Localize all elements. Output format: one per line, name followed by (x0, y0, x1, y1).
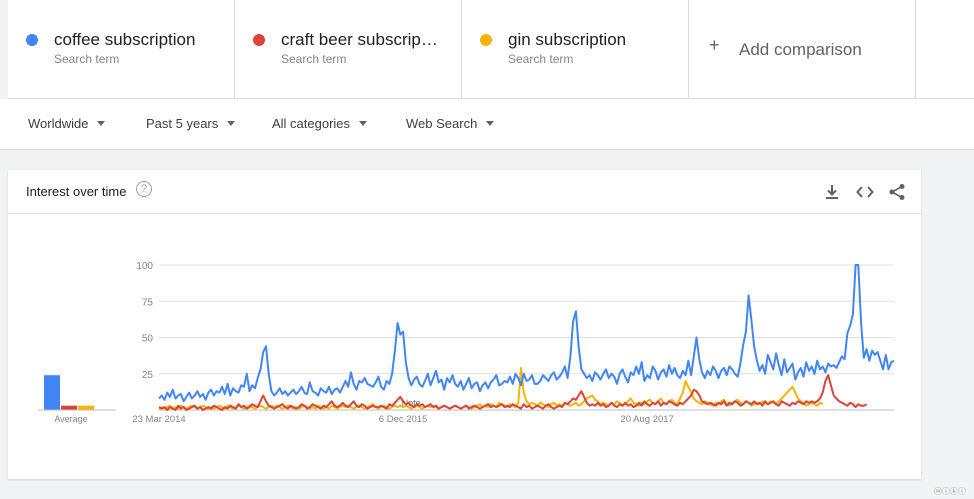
share-icon[interactable] (888, 183, 906, 201)
plus-icon: + (709, 35, 720, 55)
search-term-1[interactable]: coffee subscription Search term (8, 0, 235, 98)
download-icon[interactable] (823, 183, 841, 201)
y-tick-label: 50 (142, 334, 154, 345)
card-header: Interest over time ? (8, 170, 921, 214)
average-bar (61, 405, 77, 410)
search-type-filter-label: Web Search (406, 116, 478, 131)
search-type-filter[interactable]: Web Search (406, 116, 495, 131)
time-filter-label: Past 5 years (146, 116, 219, 131)
term-name: coffee subscription (54, 30, 196, 49)
y-tick-label: 75 (142, 297, 154, 308)
region-filter[interactable]: Worldwide (28, 116, 106, 131)
term-type: Search term (281, 52, 347, 66)
y-tick-label: 25 (142, 370, 154, 381)
watermark: ⓦⓘⓚⓘ (934, 487, 966, 496)
time-filter[interactable]: Past 5 years (146, 116, 236, 131)
interest-over-time-chart: 100 75 50 25 Average 23 Mar 2014 6 Dec 2015 2… (38, 261, 895, 425)
filter-bar: Worldwide Past 5 years All categories We… (0, 99, 974, 150)
category-filter-label: All categories (272, 116, 351, 131)
search-term-3[interactable]: gin subscription Search term (462, 0, 689, 98)
interest-over-time-card: Interest over time ? 100 75 50 25 Average 2… (8, 170, 921, 479)
term-type: Search term (508, 52, 574, 66)
y-tick-label: 100 (136, 261, 153, 272)
chevron-down-icon (486, 121, 495, 126)
x-tick-label: 23 Mar 2014 (132, 414, 185, 425)
chevron-down-icon (97, 121, 106, 126)
average-bar (44, 375, 60, 410)
term-name: craft beer subscrip… (281, 30, 438, 49)
x-tick-label: 6 Dec 2015 (379, 414, 428, 425)
term-color-dot (480, 34, 492, 46)
chevron-down-icon (227, 121, 236, 126)
chevron-down-icon (359, 121, 368, 126)
category-filter[interactable]: All categories (272, 116, 368, 131)
region-filter-label: Worldwide (28, 116, 89, 131)
series-line-coffee-subscription (158, 264, 895, 403)
term-type: Search term (54, 52, 120, 66)
add-comparison-label: Add comparison (739, 40, 862, 59)
term-name: gin subscription (508, 30, 627, 49)
card-title: Interest over time (26, 184, 127, 199)
average-label: Average (54, 414, 87, 424)
help-icon[interactable]: ? (136, 181, 152, 197)
note-marker-label: Note (402, 398, 421, 408)
add-comparison-button[interactable]: + Add comparison (689, 0, 916, 98)
search-terms-bar: coffee subscription Search term craft be… (8, 0, 974, 99)
term-color-dot (253, 34, 265, 46)
term-color-dot (26, 34, 38, 46)
series-line-craft-beer-subscription (158, 374, 868, 411)
embed-code-icon[interactable] (856, 183, 874, 201)
x-tick-label: 20 Aug 2017 (620, 414, 673, 425)
search-term-2[interactable]: craft beer subscrip… Search term (235, 0, 462, 98)
average-bar (78, 405, 94, 410)
